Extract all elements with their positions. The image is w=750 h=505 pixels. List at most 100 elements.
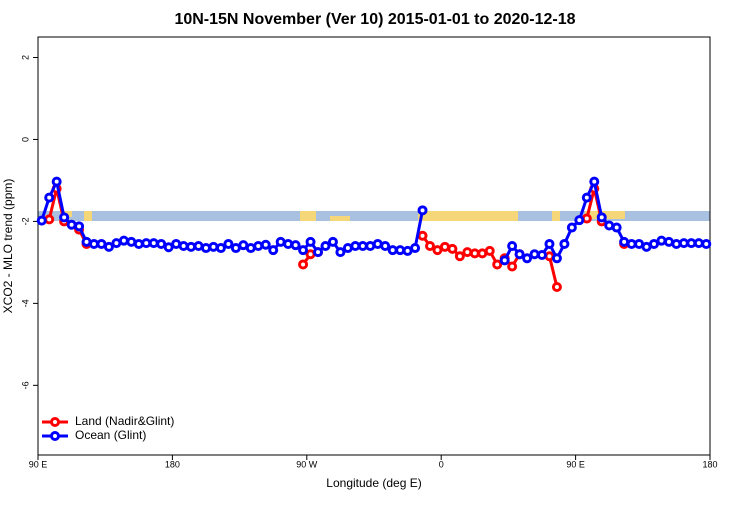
point <box>507 261 518 272</box>
point <box>335 247 346 258</box>
y-tick-label: -2 <box>20 217 30 225</box>
point <box>298 259 309 270</box>
point <box>454 251 465 262</box>
point <box>544 238 555 249</box>
point <box>327 236 338 247</box>
point <box>350 241 361 251</box>
point <box>671 238 682 249</box>
y-tick-label: 2 <box>20 55 30 60</box>
point <box>133 238 144 249</box>
point <box>171 238 182 249</box>
point <box>469 248 480 259</box>
point <box>551 281 562 292</box>
point <box>417 205 428 216</box>
point <box>36 215 47 226</box>
point <box>215 243 226 254</box>
point <box>611 222 622 233</box>
point <box>118 235 129 246</box>
point <box>238 240 249 251</box>
point <box>163 242 174 253</box>
point <box>529 249 540 260</box>
point <box>693 238 704 249</box>
point <box>544 251 555 262</box>
point <box>701 238 712 249</box>
x-tick-label: 180 <box>165 459 180 469</box>
point <box>581 192 592 203</box>
point <box>581 213 592 224</box>
point <box>537 250 547 261</box>
point <box>410 243 421 254</box>
x-tick-label: 90 E <box>29 459 48 469</box>
point <box>253 241 264 251</box>
y-tick-label: -4 <box>20 299 30 307</box>
point <box>432 245 443 256</box>
point <box>320 241 331 251</box>
point <box>596 212 607 223</box>
point <box>245 243 256 254</box>
point <box>290 240 301 251</box>
point <box>66 219 77 230</box>
point <box>484 245 495 256</box>
point <box>193 241 204 251</box>
point <box>604 220 615 231</box>
point <box>178 241 189 251</box>
point <box>663 236 674 247</box>
x-tick-label: 90 E <box>566 459 585 469</box>
point <box>626 238 637 249</box>
y-tick-label: -6 <box>20 381 30 389</box>
legend-label: Land (Nadir&Glint) <box>75 414 174 428</box>
point <box>559 238 570 249</box>
point <box>641 241 652 252</box>
point <box>298 245 309 256</box>
point <box>103 241 114 252</box>
point <box>387 245 398 256</box>
point <box>447 243 458 254</box>
point <box>589 176 600 187</box>
x-axis-label: Longitude (deg E) <box>326 476 421 490</box>
point <box>357 241 368 251</box>
point <box>141 238 152 249</box>
x-tick-label: 0 <box>439 459 444 469</box>
point <box>439 241 450 252</box>
point <box>283 238 294 249</box>
map-strip <box>38 211 710 221</box>
series-line <box>548 255 559 288</box>
point <box>499 255 510 266</box>
point <box>417 230 428 241</box>
point <box>96 238 107 249</box>
point <box>656 235 667 246</box>
point <box>81 236 92 247</box>
point <box>111 238 122 249</box>
point <box>230 243 241 254</box>
point <box>44 192 55 203</box>
point <box>313 247 323 258</box>
point <box>619 236 630 247</box>
point <box>148 238 159 249</box>
point <box>402 245 413 256</box>
point <box>186 241 197 252</box>
chart-title: 10N-15N November (Ver 10) 2015-01-01 to … <box>174 11 575 28</box>
point <box>522 253 533 264</box>
point <box>686 238 697 249</box>
point <box>649 238 659 249</box>
point <box>634 238 645 249</box>
legend-marker <box>50 431 60 441</box>
point <box>44 214 55 225</box>
point <box>551 253 562 264</box>
point <box>275 236 286 247</box>
x-tick-label: 180 <box>702 459 717 469</box>
point <box>156 238 167 249</box>
point <box>89 238 99 249</box>
point <box>514 249 525 260</box>
x-tick-label: 90 W <box>296 459 318 469</box>
point <box>51 176 62 187</box>
point <box>74 221 85 232</box>
point <box>365 241 376 251</box>
point <box>268 245 279 256</box>
point <box>126 236 137 247</box>
point <box>208 241 219 252</box>
legend-label: Ocean (Glint) <box>75 428 146 442</box>
point <box>260 239 271 250</box>
